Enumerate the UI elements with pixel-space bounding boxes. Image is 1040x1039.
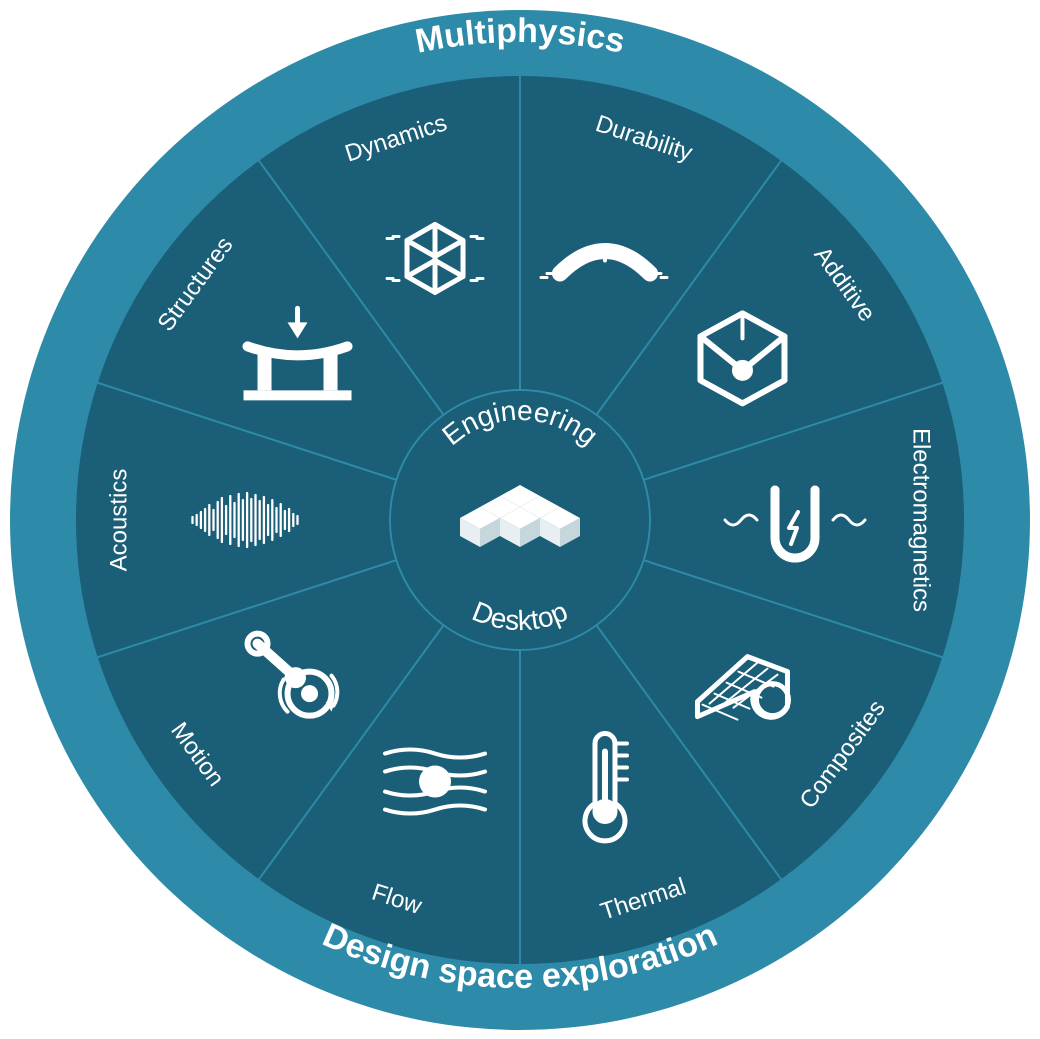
segment-label: Electromagnetics: [908, 428, 935, 612]
multiphysics-wheel-diagram: MultiphysicsDesign space explorationEngi…: [0, 0, 1040, 1039]
segment-label: Acoustics: [105, 469, 132, 572]
